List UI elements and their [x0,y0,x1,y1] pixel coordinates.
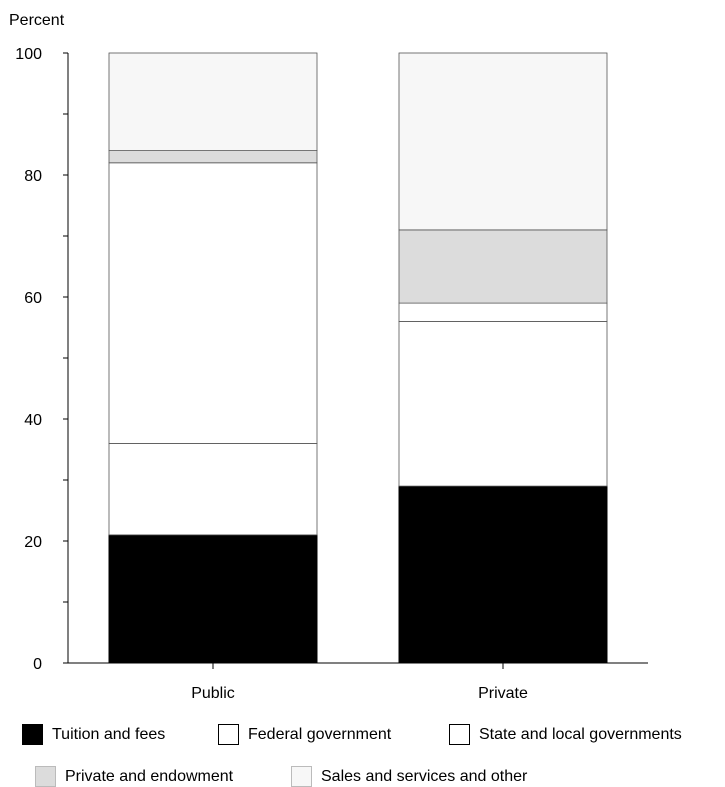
bar-segment [108,52,318,151]
bar-segment [398,302,608,322]
bar-segment [398,52,608,231]
bar-segment [398,485,608,664]
bar-segment [108,534,318,664]
y-tick-label: 80 [24,168,42,185]
x-axis: Public Private [68,662,648,702]
bar-segment [108,150,318,164]
bars [108,52,608,664]
y-tick-label: 100 [15,46,42,63]
x-tick-label: Private [478,685,528,702]
bar-segment [398,229,608,304]
x-tick-label: Public [191,685,235,702]
y-axis-label: Percent [9,12,65,29]
bar-segment [108,442,318,536]
y-tick-label: 40 [24,412,42,429]
y-axis: 0 20 40 60 80 100 [15,46,69,673]
y-tick-label: 60 [24,290,42,307]
bar-segment [108,162,318,444]
y-tick-label: 20 [24,534,42,551]
y-tick-label: 0 [33,656,42,673]
bar-segment [398,320,608,487]
